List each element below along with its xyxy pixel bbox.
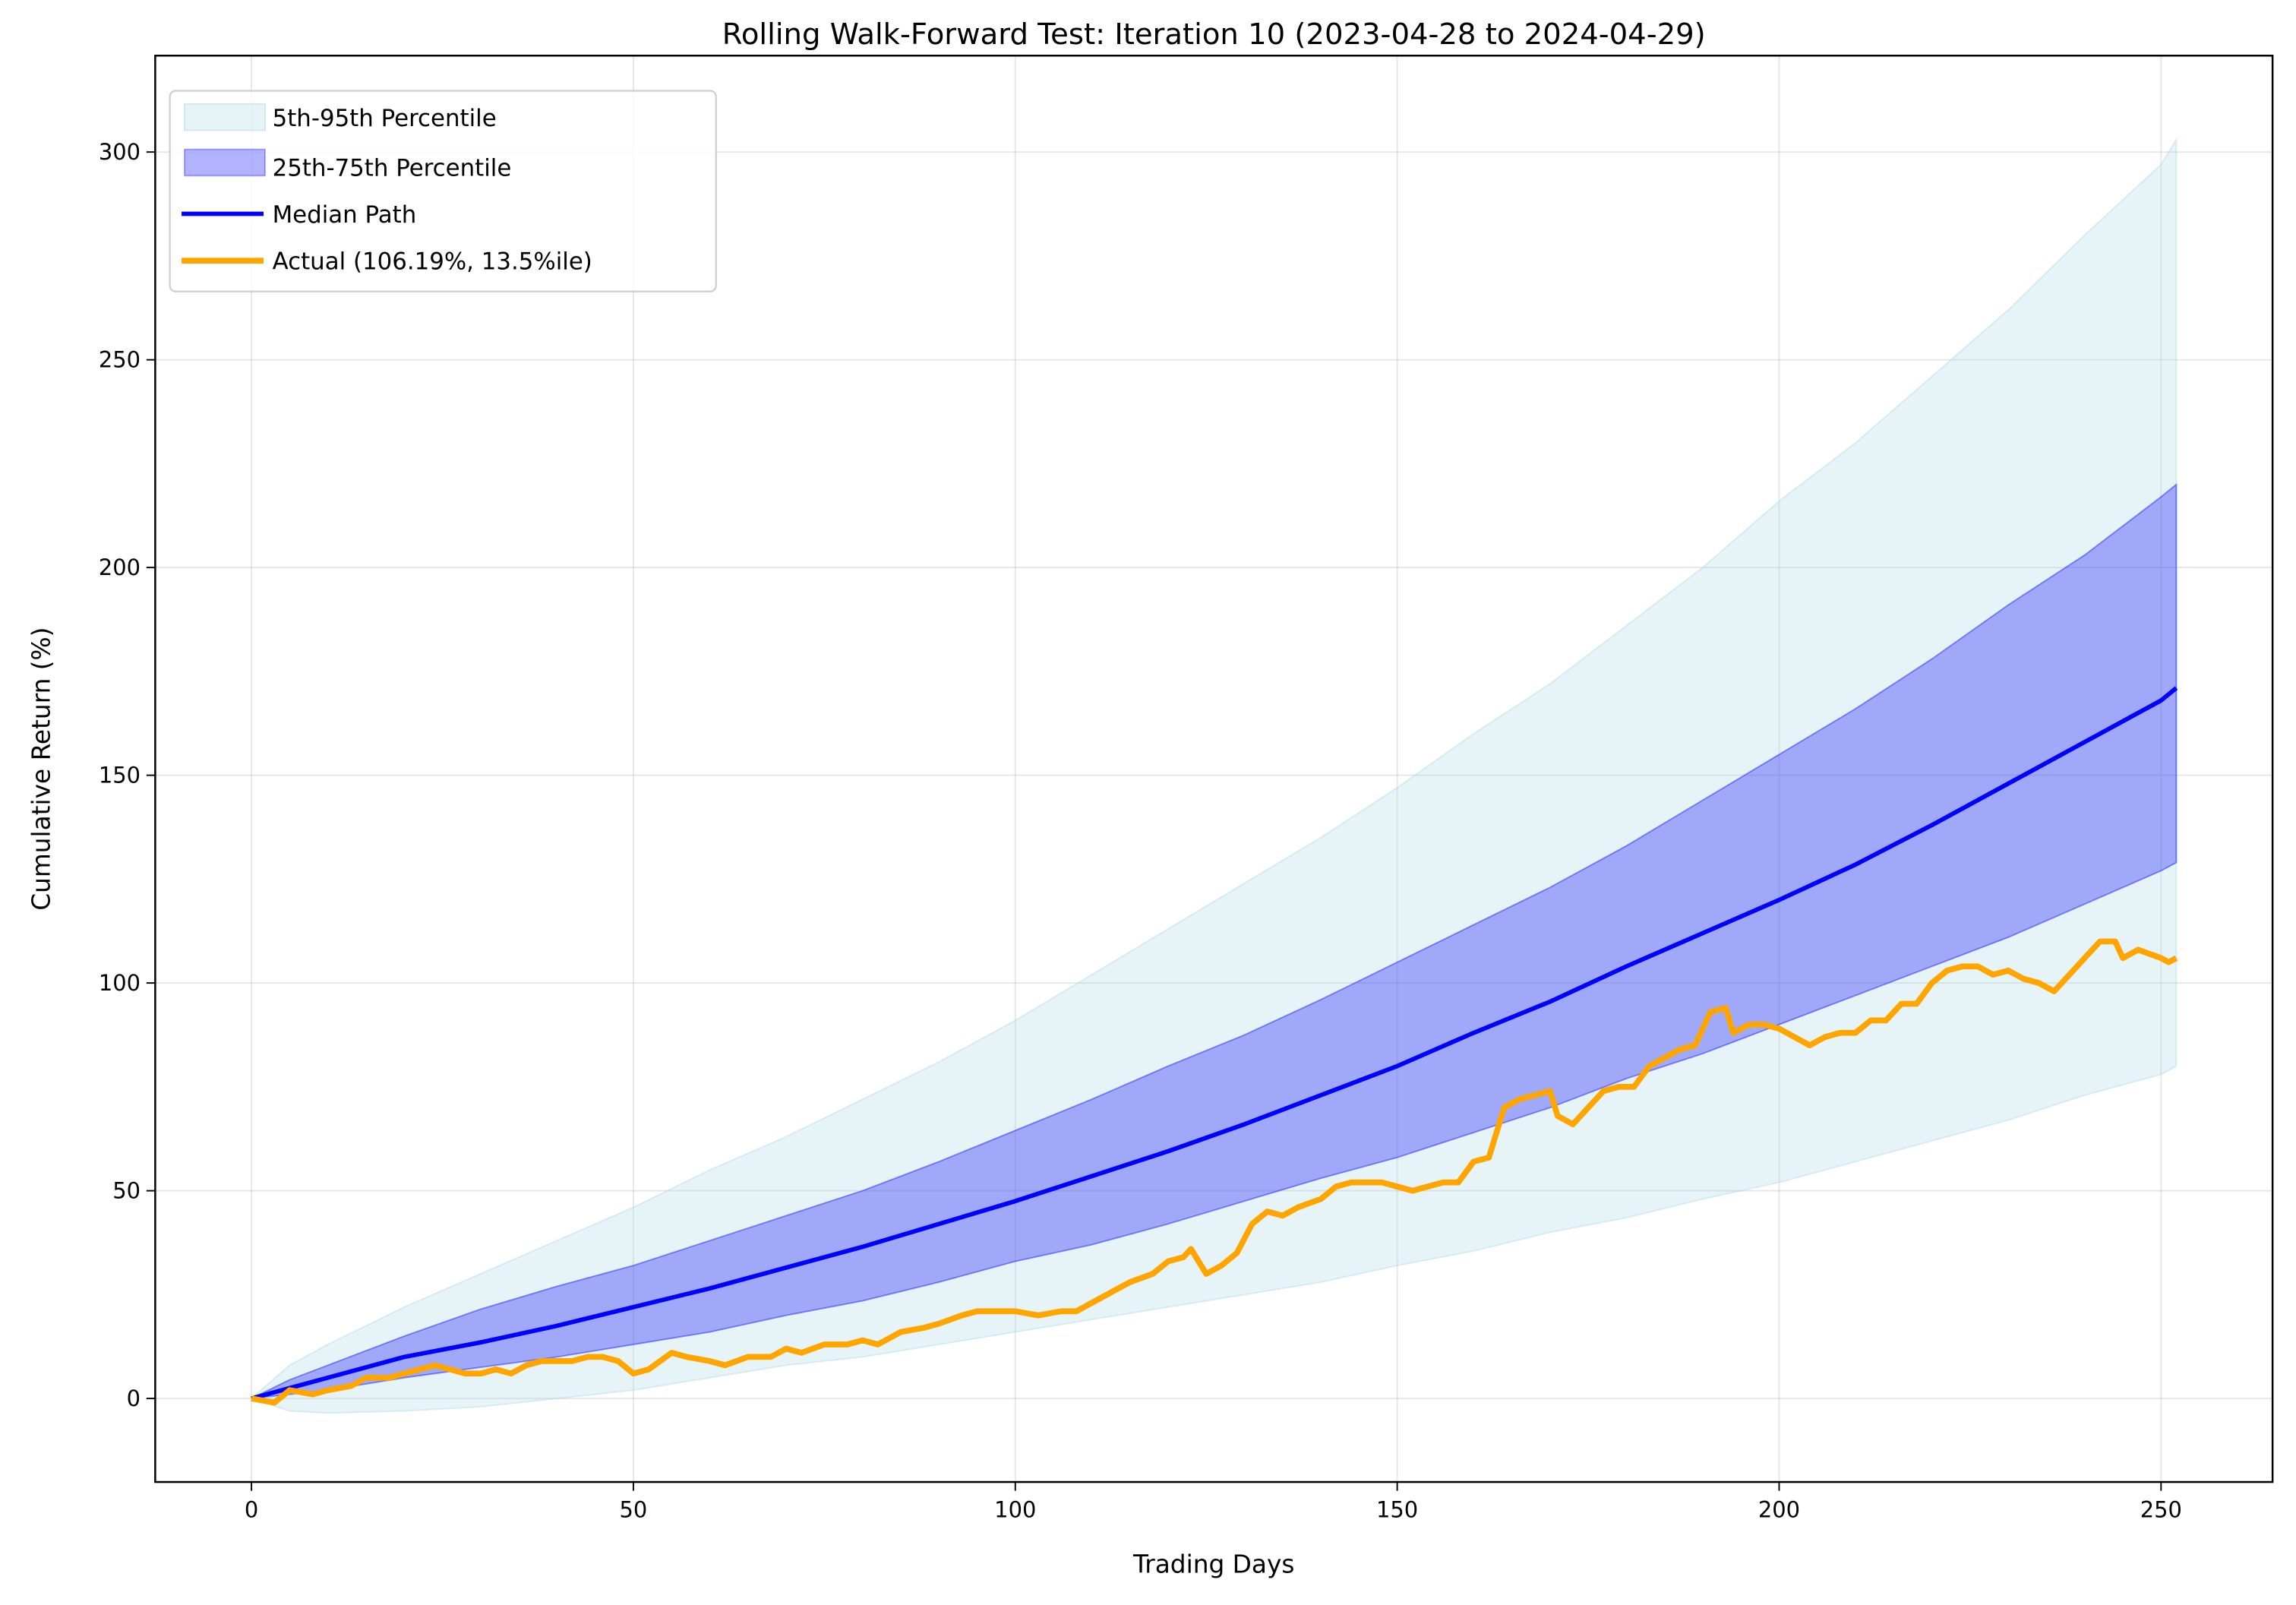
x-tick-label: 100: [994, 1496, 1036, 1522]
legend-label-median: Median Path: [273, 201, 417, 229]
axes-frame: [154, 55, 2274, 1483]
x-axis-label: Trading Days: [1132, 1550, 1294, 1579]
band-25-75: [251, 482, 2178, 1400]
legend-label-outer-band: 5th-95th Percentile: [273, 105, 497, 132]
legend-frame: [169, 90, 717, 292]
y-tick-label: 50: [112, 1177, 141, 1203]
x-tick-label: 0: [245, 1496, 258, 1522]
x-tick-label: 200: [1758, 1496, 1800, 1522]
x-tick-label: 250: [2140, 1496, 2182, 1522]
y-tick-label: 100: [99, 970, 141, 996]
legend: 5th-95th Percentile 25th-75th Percentile…: [169, 90, 717, 292]
ticks: 0 50 100 150 200 250 0 50 100 150 200 250 300: [99, 139, 2182, 1523]
actual-path-line: [251, 938, 2178, 1406]
legend-label-inner-band: 25th-75th Percentile: [273, 154, 512, 182]
chart-title: Rolling Walk-Forward Test: Iteration 10 …: [722, 17, 1706, 52]
grid: [155, 55, 2273, 1483]
legend-swatch-outer-band: [183, 103, 266, 131]
plot-area: [250, 137, 2178, 1414]
legend-swatch-inner-band: [183, 148, 266, 177]
x-tick-label: 50: [620, 1496, 648, 1522]
median-path-line: [251, 686, 2178, 1401]
y-tick-label: 150: [99, 762, 141, 788]
y-tick-label: 300: [99, 139, 141, 165]
band-5-95: [250, 137, 2178, 1414]
y-axis-label: Cumulative Return (%): [27, 627, 56, 911]
y-tick-label: 0: [127, 1385, 141, 1411]
legend-label-actual: Actual (106.19%, 13.5%ile): [273, 248, 592, 276]
y-tick-label: 200: [99, 554, 141, 580]
x-tick-label: 150: [1376, 1496, 1418, 1522]
y-tick-label: 250: [99, 346, 141, 372]
